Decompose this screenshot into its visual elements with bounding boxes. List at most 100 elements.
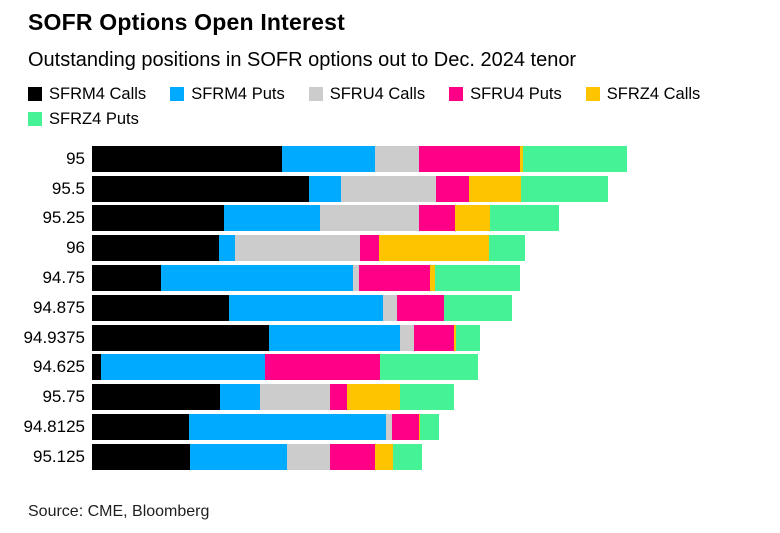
bar-segment-sfrm4-puts (189, 413, 386, 440)
bar-segment-sfru4-puts (414, 324, 454, 351)
legend-label: SFRM4 Puts (191, 84, 285, 103)
bar-segment-sfrm4-calls (92, 145, 282, 172)
category-label: 95.5 (51, 178, 85, 198)
legend-item-sfrm4-calls: SFRM4 Calls (28, 85, 146, 104)
bar-stack (92, 145, 627, 172)
bar-stack (92, 324, 480, 351)
bar-segment-sfru4-puts (330, 443, 375, 470)
bar-row-94-8125: 94.8125 (0, 413, 780, 440)
bar-row-94-625: 94.625 (0, 354, 780, 381)
bar-segment-sfrm4-puts (229, 294, 383, 321)
bar-segment-sfrz4-puts (523, 145, 627, 172)
legend-swatch-icon (28, 87, 42, 102)
bar-stack (92, 264, 520, 291)
bar-stack (92, 235, 525, 262)
bar-segment-sfru4-puts (330, 384, 347, 411)
page-title: SOFR Options Open Interest (28, 9, 346, 35)
bar-stack (92, 443, 422, 470)
legend-swatch-icon (170, 87, 185, 102)
legend-label: SFRM4 Calls (49, 84, 147, 103)
bar-segment-sfrm4-puts (190, 443, 287, 470)
legend-swatch-icon (449, 87, 464, 102)
category-label: 95.25 (42, 208, 85, 228)
bar-segment-sfrm4-calls (92, 354, 101, 381)
bar-segment-sfrz4-puts (456, 324, 480, 351)
legend-item-sfrz4-calls: SFRZ4 Calls (585, 84, 701, 104)
bar-segment-sfrm4-calls (92, 235, 219, 262)
bar-segment-sfrz4-calls (347, 384, 400, 411)
bar-row-95-5: 95.5 (0, 175, 780, 202)
bar-segment-sfru4-calls (353, 264, 359, 291)
bar-stack (92, 205, 559, 232)
bar-stack (92, 354, 478, 381)
legend-label: SFRZ4 Puts (49, 109, 139, 128)
bar-segment-sfrz4-calls (520, 145, 523, 172)
source-attribution: Source: CME, Bloomberg (28, 503, 210, 520)
bar-segment-sfrz4-calls (454, 324, 456, 351)
category-label: 94.75 (42, 267, 85, 287)
bar-segment-sfrz4-calls (469, 175, 521, 202)
bar-segment-sfrz4-puts (490, 205, 559, 232)
category-label: 94.8125 (23, 416, 85, 436)
category-label: 94.625 (33, 357, 85, 377)
bar-segment-sfrz4-puts (435, 264, 520, 291)
bar-segment-sfrm4-calls (92, 324, 269, 351)
bar-segment-sfru4-calls (400, 324, 414, 351)
bar-segment-sfrm4-puts (219, 235, 235, 262)
bar-segment-sfrm4-calls (92, 205, 224, 232)
bar-segment-sfrz4-puts (393, 443, 422, 470)
bar-segment-sfrz4-calls (430, 264, 435, 291)
bar-segment-sfru4-puts (392, 413, 419, 440)
bar-segment-sfru4-puts (360, 235, 379, 262)
legend-item-sfrz4-puts: SFRZ4 Puts (28, 110, 139, 129)
category-label: 96 (66, 238, 85, 258)
legend-label: SFRZ4 Calls (606, 84, 701, 103)
bar-segment-sfru4-calls (287, 443, 330, 470)
bar-stack (92, 413, 439, 440)
bar-row-95-125: 95.125 (0, 443, 780, 470)
bar-segment-sfru4-puts (265, 354, 380, 381)
category-label: 95.75 (42, 387, 85, 407)
bar-segment-sfru4-calls (320, 205, 419, 232)
legend-swatch-icon (585, 87, 600, 102)
bar-segment-sfru4-puts (419, 145, 520, 172)
bar-segment-sfrz4-calls (455, 205, 490, 232)
bar-row-94-9375: 94.9375 (0, 324, 780, 351)
bar-segment-sfrm4-calls (92, 175, 309, 202)
legend-swatch-icon (28, 112, 42, 127)
bar-row-95: 95 (0, 145, 780, 172)
stacked-bar-chart: 95 95.5 95.25 96 94.75 94.875 94.9375 94.625 95.… (0, 145, 780, 470)
bar-stack (92, 175, 608, 202)
bar-row-96: 96 (0, 235, 780, 262)
bar-segment-sfrz4-calls (375, 443, 393, 470)
bar-row-94-875: 94.875 (0, 294, 780, 321)
bar-segment-sfru4-calls (386, 413, 392, 440)
category-label: 95 (66, 148, 85, 168)
bar-segment-sfru4-calls (260, 384, 330, 411)
bar-segment-sfru4-puts (397, 294, 444, 321)
bar-segment-sfru4-calls (383, 294, 397, 321)
bar-row-95-75: 95.75 (0, 384, 780, 411)
legend-label: SFRU4 Calls (329, 84, 426, 103)
chart-subtitle: Outstanding positions in SOFR options ou… (28, 48, 577, 71)
bar-segment-sfrz4-calls (419, 413, 420, 440)
bar-segment-sfrm4-calls (92, 443, 190, 470)
bar-segment-sfrm4-puts (161, 264, 353, 291)
legend: SFRM4 Calls SFRM4 Puts SFRU4 Calls SFRU4 Pu… (28, 85, 738, 129)
bar-segment-sfru4-puts (419, 205, 455, 232)
bar-segment-sfru4-puts (359, 264, 430, 291)
bar-row-94-75: 94.75 (0, 264, 780, 291)
bar-stack (92, 294, 512, 321)
bar-segment-sfrm4-puts (220, 384, 260, 411)
bar-segment-sfrz4-puts (380, 354, 478, 381)
bar-segment-sfrz4-calls (379, 235, 489, 262)
bar-segment-sfrz4-puts (400, 384, 454, 411)
bar-segment-sfrm4-puts (224, 205, 320, 232)
bar-segment-sfrm4-calls (92, 294, 229, 321)
category-label: 94.875 (33, 297, 85, 317)
bar-segment-sfru4-calls (341, 175, 436, 202)
bar-segment-sfrm4-calls (92, 264, 161, 291)
bar-segment-sfrm4-puts (269, 324, 400, 351)
bar-segment-sfrm4-calls (92, 413, 189, 440)
